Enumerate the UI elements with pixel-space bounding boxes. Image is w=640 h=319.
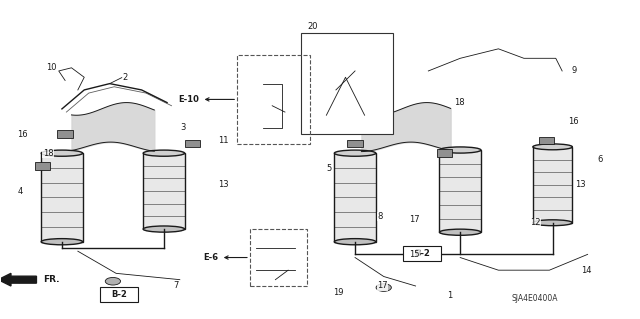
- Text: 3: 3: [180, 123, 185, 132]
- Bar: [185, 140, 200, 147]
- Text: E-6: E-6: [203, 253, 247, 262]
- Text: 15: 15: [409, 250, 420, 259]
- Text: 16: 16: [568, 117, 579, 126]
- Bar: [58, 130, 73, 138]
- Bar: [237, 55, 310, 144]
- Text: E-10: E-10: [178, 95, 234, 104]
- Text: 10: 10: [46, 63, 56, 72]
- Bar: [539, 137, 554, 144]
- Bar: [35, 162, 51, 170]
- Bar: [301, 33, 394, 134]
- Text: 13: 13: [218, 180, 228, 189]
- Text: B-2: B-2: [414, 249, 430, 258]
- Bar: [100, 286, 138, 302]
- Ellipse shape: [440, 147, 481, 153]
- Text: 7: 7: [173, 281, 179, 291]
- FancyArrow shape: [0, 273, 36, 286]
- Text: 1: 1: [447, 291, 452, 300]
- Text: 8: 8: [378, 212, 383, 221]
- Bar: [41, 153, 83, 242]
- Ellipse shape: [533, 220, 572, 226]
- Bar: [436, 149, 452, 157]
- Text: 12: 12: [531, 218, 541, 227]
- Circle shape: [376, 284, 392, 291]
- Text: FR.: FR.: [43, 275, 60, 284]
- Text: 18: 18: [454, 98, 465, 107]
- Text: 4: 4: [17, 187, 22, 196]
- Ellipse shape: [143, 226, 184, 232]
- Ellipse shape: [334, 150, 376, 156]
- Text: 20: 20: [307, 22, 317, 31]
- Text: 14: 14: [581, 266, 592, 275]
- Bar: [403, 246, 441, 261]
- Text: 6: 6: [597, 155, 603, 164]
- Text: SJA4E0400A: SJA4E0400A: [511, 294, 557, 303]
- Text: 19: 19: [333, 288, 343, 297]
- Bar: [533, 147, 572, 223]
- Ellipse shape: [143, 150, 184, 156]
- Ellipse shape: [41, 150, 83, 156]
- Ellipse shape: [41, 239, 83, 245]
- Ellipse shape: [334, 239, 376, 245]
- Bar: [348, 140, 363, 147]
- Bar: [143, 153, 184, 229]
- Text: 17: 17: [378, 281, 388, 291]
- Text: 9: 9: [572, 66, 577, 76]
- Text: 2: 2: [122, 73, 128, 82]
- Text: 18: 18: [43, 149, 53, 158]
- Ellipse shape: [440, 229, 481, 235]
- Circle shape: [105, 278, 120, 285]
- Bar: [440, 150, 481, 232]
- Bar: [334, 153, 376, 242]
- Text: 17: 17: [409, 215, 420, 224]
- Text: 5: 5: [326, 165, 332, 174]
- Text: 11: 11: [218, 136, 228, 145]
- Ellipse shape: [533, 144, 572, 150]
- Bar: [250, 229, 307, 286]
- Text: B-2: B-2: [111, 290, 127, 299]
- Text: 13: 13: [575, 180, 586, 189]
- Text: 16: 16: [17, 130, 28, 139]
